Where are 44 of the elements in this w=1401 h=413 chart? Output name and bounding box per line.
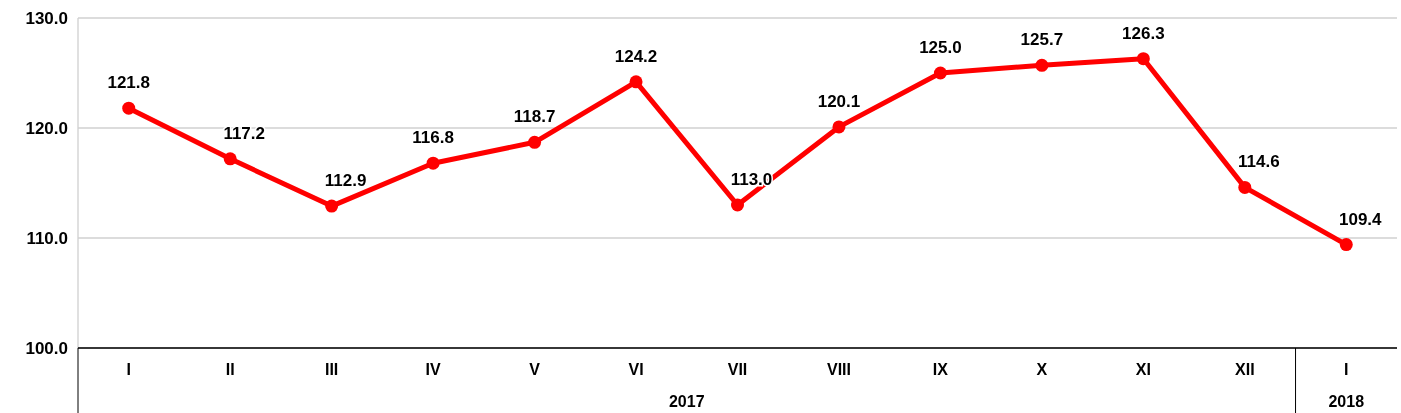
- data-label: 125.0: [919, 38, 962, 57]
- data-label: 114.6: [1238, 152, 1280, 172]
- y-tick-label: 130.0: [25, 8, 68, 28]
- point: [223, 152, 237, 166]
- x-tick-label: II: [225, 361, 235, 378]
- data-label: 124.2: [614, 46, 658, 66]
- point: [325, 199, 339, 213]
- point: [122, 101, 136, 115]
- x-tick-label: IV: [425, 361, 441, 378]
- data-label: 117.2: [223, 123, 265, 143]
- point: [1035, 58, 1049, 72]
- x-tick-label: I: [126, 361, 131, 378]
- data-label: 112.9: [324, 171, 367, 191]
- data-label: 118.7: [513, 107, 556, 127]
- x-tick-label: X: [1036, 361, 1048, 378]
- point: [731, 198, 744, 212]
- data-label: 121.8: [107, 73, 150, 93]
- x-tick-label: VI: [628, 361, 644, 378]
- x-tick-label: VII: [727, 361, 748, 378]
- x-tick-label: IX: [932, 361, 949, 378]
- point: [1136, 52, 1150, 66]
- x-tick-label: VIII: [826, 361, 851, 378]
- x-tick-label: V: [529, 361, 541, 378]
- y-tick-label: 100.0: [25, 338, 68, 358]
- point: [1238, 180, 1252, 194]
- text: 2017: [668, 393, 705, 410]
- x-tick-label: III: [324, 361, 339, 378]
- x-tick-label: XII: [1235, 361, 1255, 378]
- data-label: 125.7: [1020, 30, 1064, 50]
- y-tick-label: 120.0: [25, 118, 68, 138]
- point: [528, 135, 542, 149]
- data-label: 116.8: [412, 128, 454, 148]
- x-tick-label: XI: [1135, 361, 1151, 378]
- point: [933, 66, 947, 80]
- data-label: 109.4: [1339, 209, 1383, 229]
- data-label: 120.1: [817, 91, 861, 111]
- point: [832, 120, 846, 134]
- point: [426, 156, 440, 170]
- text: 2018: [1328, 393, 1365, 410]
- point: [1339, 238, 1353, 252]
- point: [629, 75, 643, 89]
- x-tick-label: I: [1344, 361, 1349, 378]
- data-label: 126.3: [1122, 23, 1165, 43]
- y-tick-label: 110.0: [26, 228, 68, 248]
